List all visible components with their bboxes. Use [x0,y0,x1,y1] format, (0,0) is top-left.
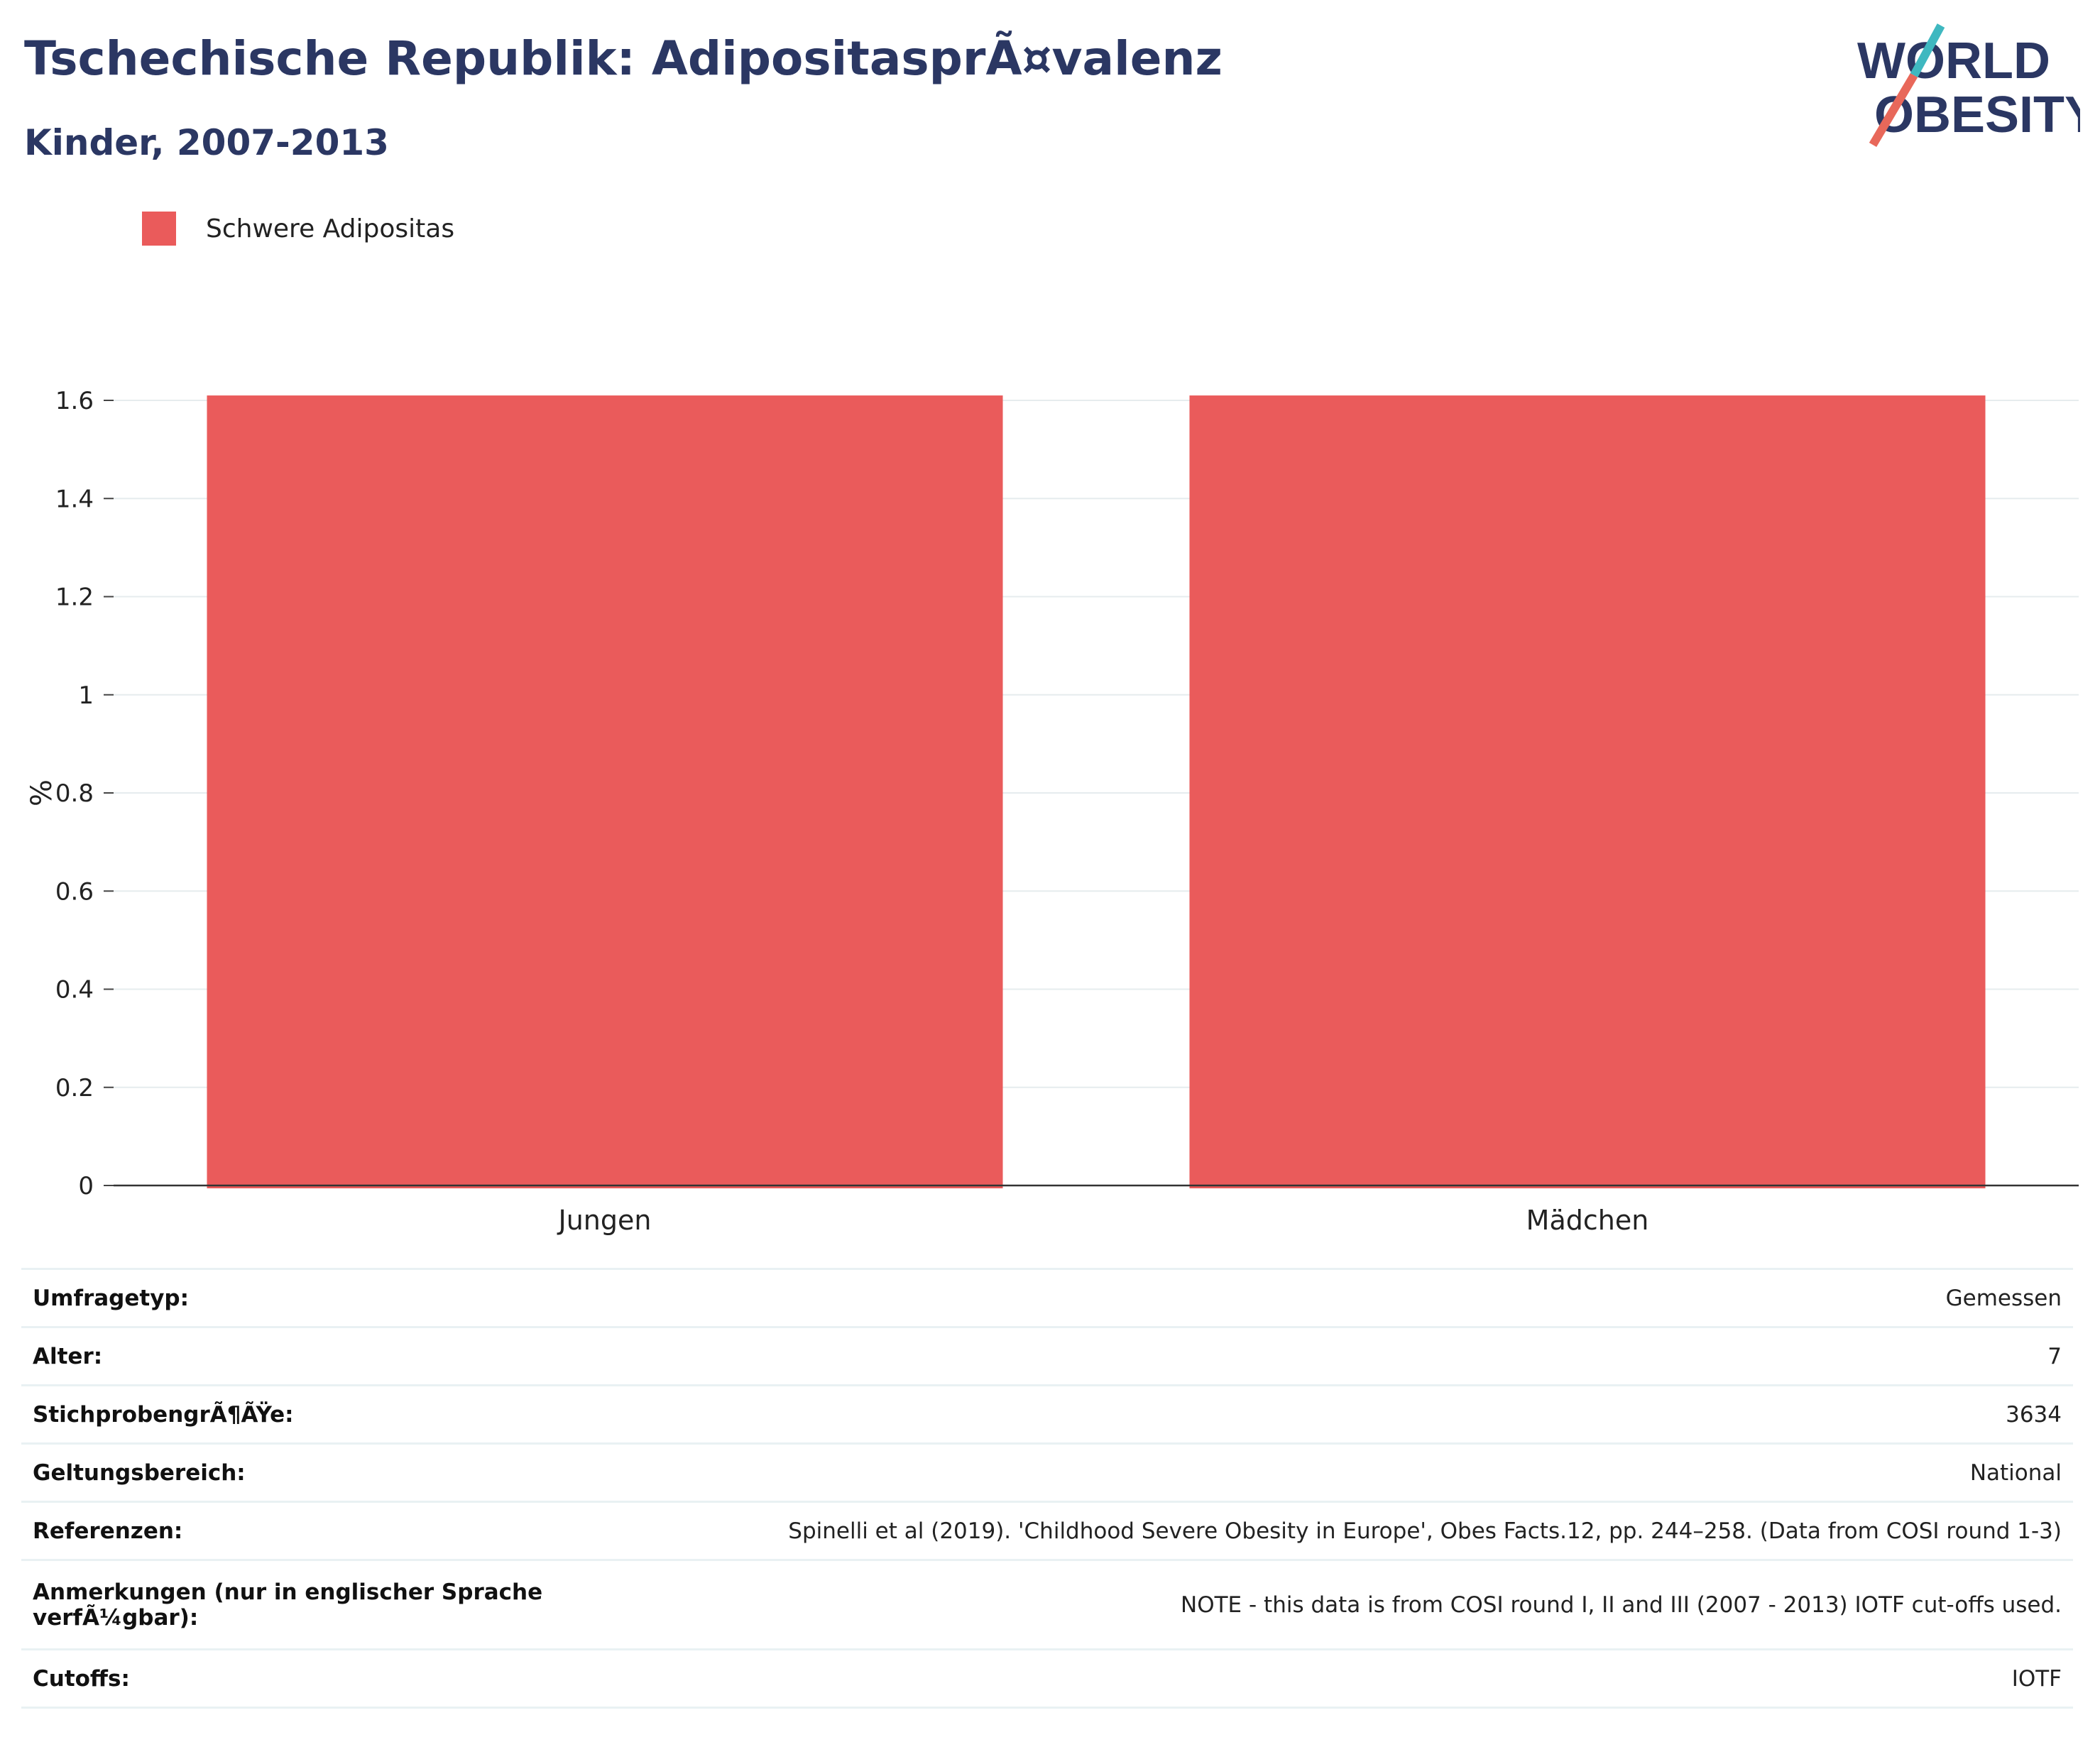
info-key: Alter: [33,1343,103,1369]
info-value: National [1969,1460,2062,1486]
y-tick-label: 0.8 [55,779,94,808]
info-value: 3634 [2006,1401,2062,1428]
info-table: Umfragetyp: Gemessen Alter: 7 StichprobengrÃ… [21,1268,2073,1709]
info-value: 7 [2047,1343,2062,1369]
logo-slash-red [1869,72,1918,148]
logo-line2: OBESITY [1874,87,2080,143]
y-tick-label: 1 [78,681,94,710]
info-key: StichprobengrÃ¶ÃŸe: [33,1401,294,1428]
legend-label-schwere-adipositas: Schwere Adipositas [206,214,455,243]
y-tick-label: 1.4 [55,485,94,513]
y-tick-label: 0.6 [55,877,94,906]
info-row: StichprobengrÃ¶ÃŸe: 3634 [21,1385,2073,1444]
info-row: Cutoffs: IOTF [21,1649,2073,1708]
legend-swatch-schwere-adipositas [142,212,176,246]
info-value: Spinelli et al (2019). 'Childhood Severe… [788,1518,2062,1544]
x-axis-labels: Jungen Mädchen [557,1205,1649,1236]
y-tick-label: 0 [78,1172,94,1200]
x-category-label: Mädchen [1526,1205,1649,1236]
info-value: Gemessen [1945,1285,2062,1311]
world-obesity-logo: WORLD OBESITY [1857,23,2080,148]
y-tick-label: 0.4 [55,976,94,1004]
y-tick-label: 1.2 [55,584,94,612]
y-axis-label: % [26,779,58,806]
info-key: Cutoffs: [33,1665,130,1692]
bar-0 [207,395,1003,1188]
x-category-label: Jungen [557,1205,652,1236]
info-row: Umfragetyp: Gemessen [21,1269,2073,1327]
info-value: IOTF [2011,1665,2062,1692]
bar-chart: 0 0.2 0.4 0.6 0.8 1 1.2 1.4 1.6 Jungen Mädchen % [26,387,2079,1236]
info-key: Referenzen: [33,1518,183,1544]
legend: Schwere Adipositas [142,210,454,247]
logo-slash-teal [1910,23,1945,77]
info-key: Umfragetyp: [33,1285,189,1311]
chart-title: Tschechische Republik: AdipositasprÃ¤val… [24,31,1223,86]
info-row: Anmerkungen (nur in englischer Sprache v… [21,1560,2073,1650]
info-row: Geltungsbereich: National [21,1443,2073,1502]
info-row: Alter: 7 [21,1327,2073,1386]
y-tick-label: 1.6 [55,387,94,415]
bar-1 [1189,395,1986,1188]
chart-subtitle: Kinder, 2007-2013 [24,122,389,163]
y-axis-ticks: 0 0.2 0.4 0.6 0.8 1 1.2 1.4 1.6 [55,387,114,1200]
info-key: Geltungsbereich: [33,1460,246,1486]
bars [207,395,1986,1188]
info-key: Anmerkungen (nur in englischer Sprache v… [33,1579,543,1631]
logo-line1: WORLD [1857,33,2050,89]
info-value: NOTE - this data is from COSI round I, I… [1181,1592,2062,1618]
info-row: Referenzen: Spinelli et al (2019). 'Child… [21,1501,2073,1560]
y-tick-label: 0.2 [55,1074,94,1102]
